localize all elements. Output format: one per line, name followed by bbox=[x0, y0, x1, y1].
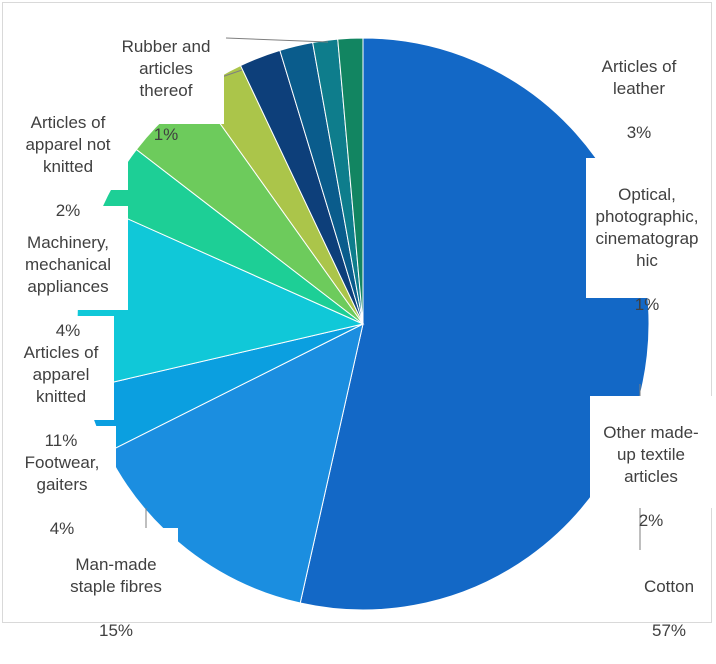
label-percent: 1% bbox=[153, 125, 179, 144]
label-percent: 2% bbox=[55, 201, 81, 220]
label-name: Articles of apparel not knitted bbox=[25, 113, 111, 176]
label-percent: 4% bbox=[49, 519, 75, 538]
label-other-made-up-textile: Other made- up textile articles 2% bbox=[590, 396, 712, 530]
pie-slice-0 bbox=[299, 37, 650, 611]
label-name: Articles of apparel knitted bbox=[23, 343, 99, 406]
label-machinery: Machinery, mechanical appliances 4% bbox=[8, 206, 128, 340]
label-name: Cotton bbox=[643, 577, 695, 596]
leader-line-3 bbox=[225, 37, 329, 43]
label-name: Rubber and articles thereof bbox=[121, 37, 211, 100]
label-percent: 2% bbox=[638, 511, 664, 530]
label-name: Man-made staple fibres bbox=[70, 555, 162, 596]
label-percent: 11% bbox=[44, 431, 78, 450]
label-articles-of-leather: Articles of leather 3% bbox=[586, 30, 692, 142]
label-name: Optical, photographic, cinematograp hic bbox=[595, 185, 699, 270]
label-name: Machinery, mechanical appliances bbox=[25, 233, 111, 296]
label-articles-apparel-knitted: Articles of apparel knitted 11% bbox=[8, 316, 114, 450]
label-percent: 1% bbox=[634, 295, 660, 314]
label-cotton: Cotton 57% bbox=[628, 550, 710, 640]
label-name: Footwear, gaiters bbox=[24, 453, 100, 494]
label-rubber: Rubber and articles thereof 1% bbox=[108, 10, 224, 144]
label-percent: 57% bbox=[651, 621, 687, 640]
label-name: Articles of leather bbox=[601, 57, 677, 98]
label-optical: Optical, photographic, cinematograp hic … bbox=[586, 158, 708, 314]
pie-chart bbox=[76, 37, 650, 611]
label-percent: 4% bbox=[55, 321, 81, 340]
label-name: Other made- up textile articles bbox=[603, 423, 699, 486]
label-percent: 3% bbox=[626, 123, 652, 142]
label-footwear-gaiters: Footwear, gaiters 4% bbox=[8, 426, 116, 538]
label-percent: 15% bbox=[98, 621, 134, 640]
pie-slice-10 bbox=[337, 37, 364, 325]
